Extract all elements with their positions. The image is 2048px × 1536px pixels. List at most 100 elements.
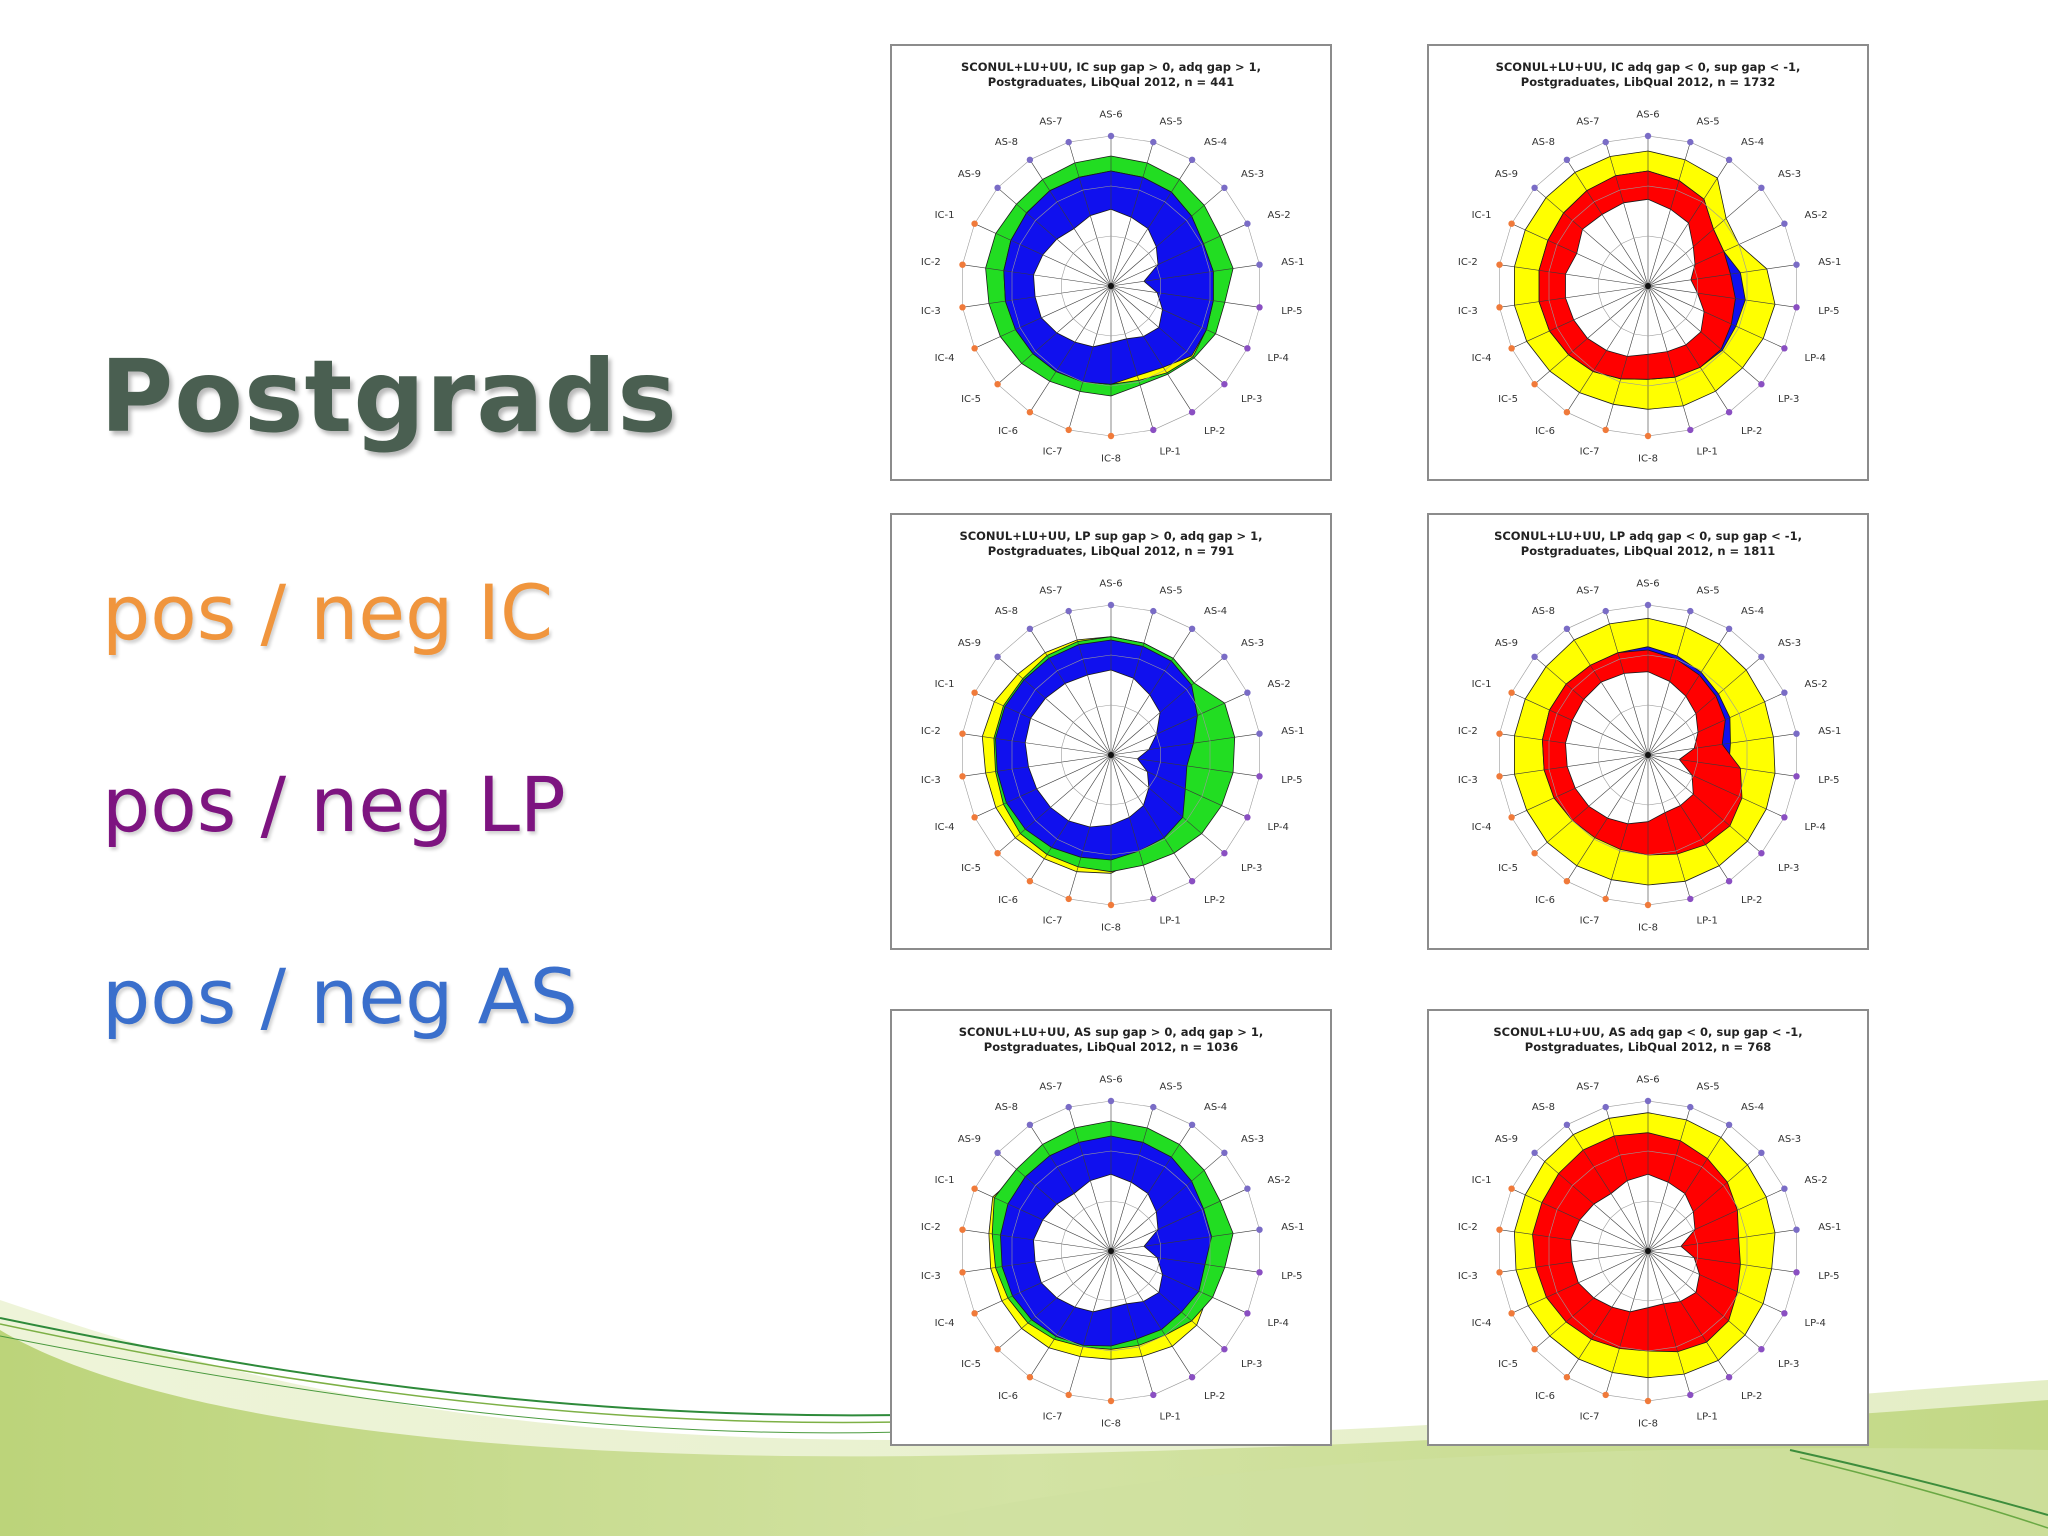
axis-marker-dot — [1508, 220, 1515, 227]
radar-spoke — [1110, 754, 1248, 818]
axis-label: LP-5 — [1281, 1271, 1302, 1282]
radar-spoke — [1534, 187, 1649, 287]
axis-marker-dot — [1496, 773, 1503, 780]
axis-label: AS-7 — [1039, 117, 1062, 128]
axis-marker-dot — [1188, 625, 1196, 632]
axis-label: AS-3 — [1778, 169, 1801, 180]
radar-gridline — [1548, 1150, 1748, 1352]
axis-label: IC-7 — [1043, 1412, 1063, 1423]
axis-label: AS-9 — [1495, 1134, 1518, 1145]
axis-marker-dot — [1256, 773, 1263, 780]
radar-spoke — [1647, 142, 1691, 287]
radar-spoke — [1110, 1107, 1154, 1252]
axis-label: AS-9 — [958, 638, 981, 649]
radar-spoke — [1647, 754, 1797, 777]
axis-label: IC-6 — [998, 895, 1018, 906]
radar-gridline — [1011, 1150, 1211, 1352]
axis-label: IC-6 — [1535, 1391, 1555, 1402]
radar-spoke — [1647, 1250, 1785, 1314]
radar-spoke — [1029, 754, 1112, 882]
radar-spoke — [1110, 1250, 1225, 1350]
radar-spoke — [1068, 1107, 1112, 1252]
radar-spoke — [1511, 285, 1649, 349]
radar-spoke — [1647, 1188, 1785, 1252]
axis-label: LP-4 — [1805, 353, 1826, 364]
axis-marker-dot — [1725, 1374, 1733, 1381]
axis-marker-dot — [1065, 138, 1072, 146]
radar-spoke — [1029, 159, 1112, 287]
axis-label: AS-3 — [1241, 638, 1264, 649]
axis-marker-dot — [1065, 895, 1072, 903]
chart-title-line: Postgraduates, LibQual 2012, n = 768 — [1524, 1040, 1772, 1054]
radar-spoke — [1534, 285, 1649, 385]
radar-spoke — [1110, 159, 1193, 287]
axis-marker-dot — [1531, 653, 1538, 660]
axis-marker-dot — [1781, 345, 1788, 352]
radar-spoke — [1534, 754, 1649, 854]
axis-marker-dot — [971, 814, 978, 821]
radar-spoke — [1110, 733, 1260, 756]
radar-spoke — [1647, 754, 1762, 854]
axis-label: AS-8 — [1532, 606, 1555, 617]
chart-title-line: SCONUL+LU+UU, AS adq gap < 0, sup gap < … — [1493, 1025, 1803, 1039]
radar-spoke — [1647, 656, 1762, 756]
axis-label: AS-2 — [1268, 1175, 1291, 1186]
axis-label: AS-4 — [1741, 606, 1764, 617]
axis-marker-dot — [1602, 1391, 1609, 1399]
axis-label: AS-1 — [1818, 1222, 1841, 1233]
axis-marker-dot — [1725, 878, 1733, 885]
axis-label: IC-1 — [1472, 210, 1492, 221]
axis-marker-dot — [994, 1346, 1001, 1353]
axis-label: LP-2 — [1741, 426, 1762, 437]
radar-spoke — [1068, 285, 1112, 430]
axis-marker-dot — [1107, 601, 1115, 609]
axis-label: LP-5 — [1818, 1271, 1839, 1282]
axis-marker-dot — [1508, 814, 1515, 821]
radar-spoke — [1110, 754, 1225, 854]
axis-marker-dot — [1781, 220, 1788, 227]
radar-spoke — [1605, 142, 1649, 287]
axis-label: AS-3 — [1778, 1134, 1801, 1145]
axis-marker-dot — [1244, 345, 1251, 352]
axis-marker-dot — [1781, 814, 1788, 821]
axis-marker-dot — [1781, 1185, 1788, 1192]
axis-marker-dot — [1758, 850, 1765, 857]
axis-marker-dot — [959, 261, 966, 268]
radar-spoke — [1647, 1250, 1797, 1273]
axis-marker-dot — [959, 304, 966, 311]
radar-spoke — [1110, 1250, 1248, 1314]
axis-marker-dot — [959, 730, 966, 737]
radar-spoke — [974, 1188, 1112, 1252]
radar-center-dot — [1108, 1248, 1114, 1254]
axis-marker-dot — [1065, 1391, 1072, 1399]
axis-label: IC-5 — [961, 394, 981, 405]
radar-spoke — [1110, 1250, 1193, 1378]
axis-marker-dot — [1644, 901, 1652, 909]
axis-label: LP-5 — [1281, 775, 1302, 786]
radar-spoke — [1647, 1250, 1762, 1350]
radar-spoke — [1647, 1250, 1691, 1395]
radar-spoke — [1499, 754, 1649, 777]
radar-spoke — [1566, 285, 1649, 413]
axis-label: IC-5 — [961, 1359, 981, 1370]
axis-marker-dot — [1687, 895, 1694, 903]
axis-label: LP-2 — [1204, 1391, 1225, 1402]
axis-marker-dot — [1531, 184, 1538, 191]
axis-marker-dot — [1563, 409, 1571, 416]
axis-marker-dot — [1188, 1121, 1196, 1128]
axis-marker-dot — [1758, 381, 1765, 388]
radar-spoke — [1029, 1124, 1112, 1252]
axis-label: AS-2 — [1268, 679, 1291, 690]
axis-marker-dot — [1644, 1397, 1652, 1405]
radar-chart: AS-6 AS-5 AS-4 AS-3 AS-2 AS-1 LP-5 LP-4 LP-3 LP-2… — [1458, 1075, 1841, 1430]
radar-chart: AS-6 AS-5 AS-4 AS-3 AS-2 AS-1 LP-5 LP-4 LP-3 LP-2… — [921, 579, 1304, 934]
axis-label: IC-6 — [1535, 895, 1555, 906]
axis-marker-dot — [1221, 850, 1228, 857]
radar-spoke — [1029, 1250, 1112, 1378]
radar-gridline — [1548, 185, 1748, 387]
radar-chart: AS-6 AS-5 AS-4 AS-3 AS-2 AS-1 LP-5 LP-4 LP-3 LP-2… — [1458, 579, 1841, 934]
axis-label: AS-9 — [1495, 638, 1518, 649]
axis-label: AS-5 — [1697, 117, 1720, 128]
axis-label: IC-7 — [1580, 447, 1600, 458]
axis-label: LP-3 — [1241, 1359, 1262, 1370]
